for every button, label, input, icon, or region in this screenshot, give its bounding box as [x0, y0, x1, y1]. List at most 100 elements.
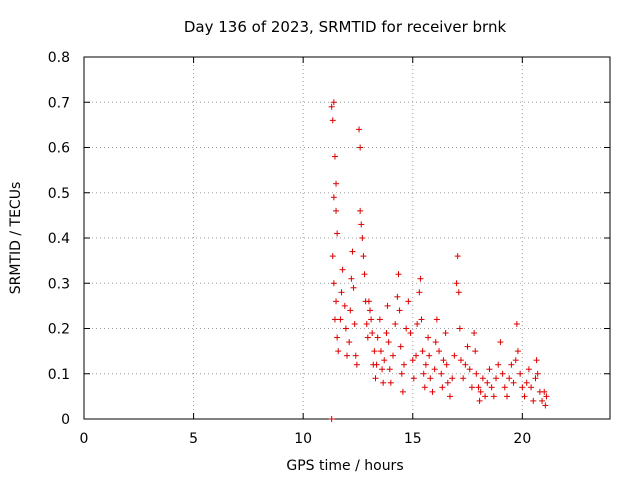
data-point: [425, 334, 432, 341]
y-tick-label: 0.6: [48, 141, 70, 157]
data-point: [433, 316, 440, 323]
data-point: [338, 289, 345, 296]
data-point: [334, 230, 341, 237]
data-point: [397, 343, 404, 350]
data-point: [453, 280, 460, 287]
data-point: [471, 330, 478, 337]
data-point: [374, 334, 381, 341]
data-point: [365, 298, 372, 305]
data-point: [475, 384, 482, 391]
data-point: [395, 271, 402, 278]
data-point: [484, 379, 491, 386]
data-point: [431, 366, 438, 373]
data-point: [454, 253, 461, 260]
data-point: [396, 307, 403, 314]
data-point: [493, 375, 500, 382]
data-point: [432, 339, 439, 346]
data-point: [472, 348, 479, 355]
data-point: [359, 235, 366, 241]
data-point: [346, 339, 353, 346]
data-point: [539, 397, 546, 404]
data-point: [455, 289, 462, 296]
plot-area-frame: [83, 56, 611, 420]
data-point: [351, 320, 358, 327]
data-point: [333, 207, 340, 214]
data-point: [385, 339, 392, 346]
data-point: [372, 375, 379, 382]
data-point: [394, 293, 401, 300]
y-tick-label: 0.2: [48, 322, 70, 338]
data-points: [328, 99, 550, 422]
data-point: [341, 302, 348, 309]
data-point: [379, 366, 386, 373]
data-point: [512, 357, 519, 364]
data-point: [344, 352, 350, 359]
data-point: [373, 361, 380, 368]
data-point: [440, 357, 447, 364]
data-point: [533, 357, 540, 364]
data-point: [510, 379, 517, 386]
x-axis-label: GPS time / hours: [286, 458, 403, 474]
data-point: [390, 352, 397, 359]
data-point: [451, 352, 458, 359]
data-point: [357, 144, 364, 151]
data-point: [482, 393, 489, 400]
data-point: [392, 320, 399, 327]
data-point: [497, 339, 504, 346]
data-point: [439, 384, 446, 391]
data-point: [426, 352, 433, 359]
data-point: [383, 330, 390, 337]
data-point: [542, 402, 549, 409]
data-point: [350, 284, 357, 291]
data-point: [460, 375, 467, 382]
data-point: [329, 117, 336, 124]
data-point: [364, 334, 371, 341]
data-point: [503, 393, 510, 400]
data-point: [534, 370, 541, 377]
data-point: [519, 384, 526, 391]
data-point: [462, 361, 469, 368]
x-tick-label: 0: [80, 431, 89, 447]
data-point: [333, 298, 340, 305]
data-point: [363, 320, 370, 327]
data-point: [409, 357, 416, 364]
data-point: [543, 393, 550, 400]
data-point: [331, 316, 338, 323]
data-point: [330, 194, 337, 201]
data-point: [403, 325, 410, 332]
data-point: [335, 348, 342, 355]
data-point: [442, 330, 449, 337]
x-tick-label: 10: [294, 431, 312, 447]
data-point: [417, 275, 424, 282]
data-point: [369, 330, 376, 337]
data-point: [499, 370, 506, 377]
data-point: [506, 375, 513, 382]
data-point: [357, 207, 364, 214]
data-point: [464, 343, 471, 350]
data-point: [436, 348, 443, 355]
data-point: [508, 361, 515, 368]
data-point: [490, 393, 497, 400]
data-point: [422, 361, 429, 368]
data-point: [541, 388, 548, 395]
data-point: [386, 366, 393, 373]
axis-ticks: 0 5 10 15 20 0 0.1 0.2 0.3 0.4 0.5 0.6 0.7 0.8: [48, 50, 610, 447]
data-point: [479, 375, 486, 382]
data-point: [414, 320, 421, 327]
data-point: [447, 393, 454, 400]
data-point: [358, 221, 365, 228]
data-point: [449, 375, 456, 382]
data-point: [371, 348, 378, 355]
data-point: [339, 266, 346, 273]
data-point: [476, 397, 483, 404]
data-point: [486, 366, 493, 373]
data-point: [501, 384, 508, 391]
data-point: [329, 253, 336, 260]
data-point: [348, 275, 355, 282]
y-tick-label: 0.1: [48, 367, 70, 383]
data-point: [419, 348, 426, 355]
data-point: [368, 316, 375, 323]
data-point: [466, 366, 473, 373]
data-point: [361, 271, 368, 278]
